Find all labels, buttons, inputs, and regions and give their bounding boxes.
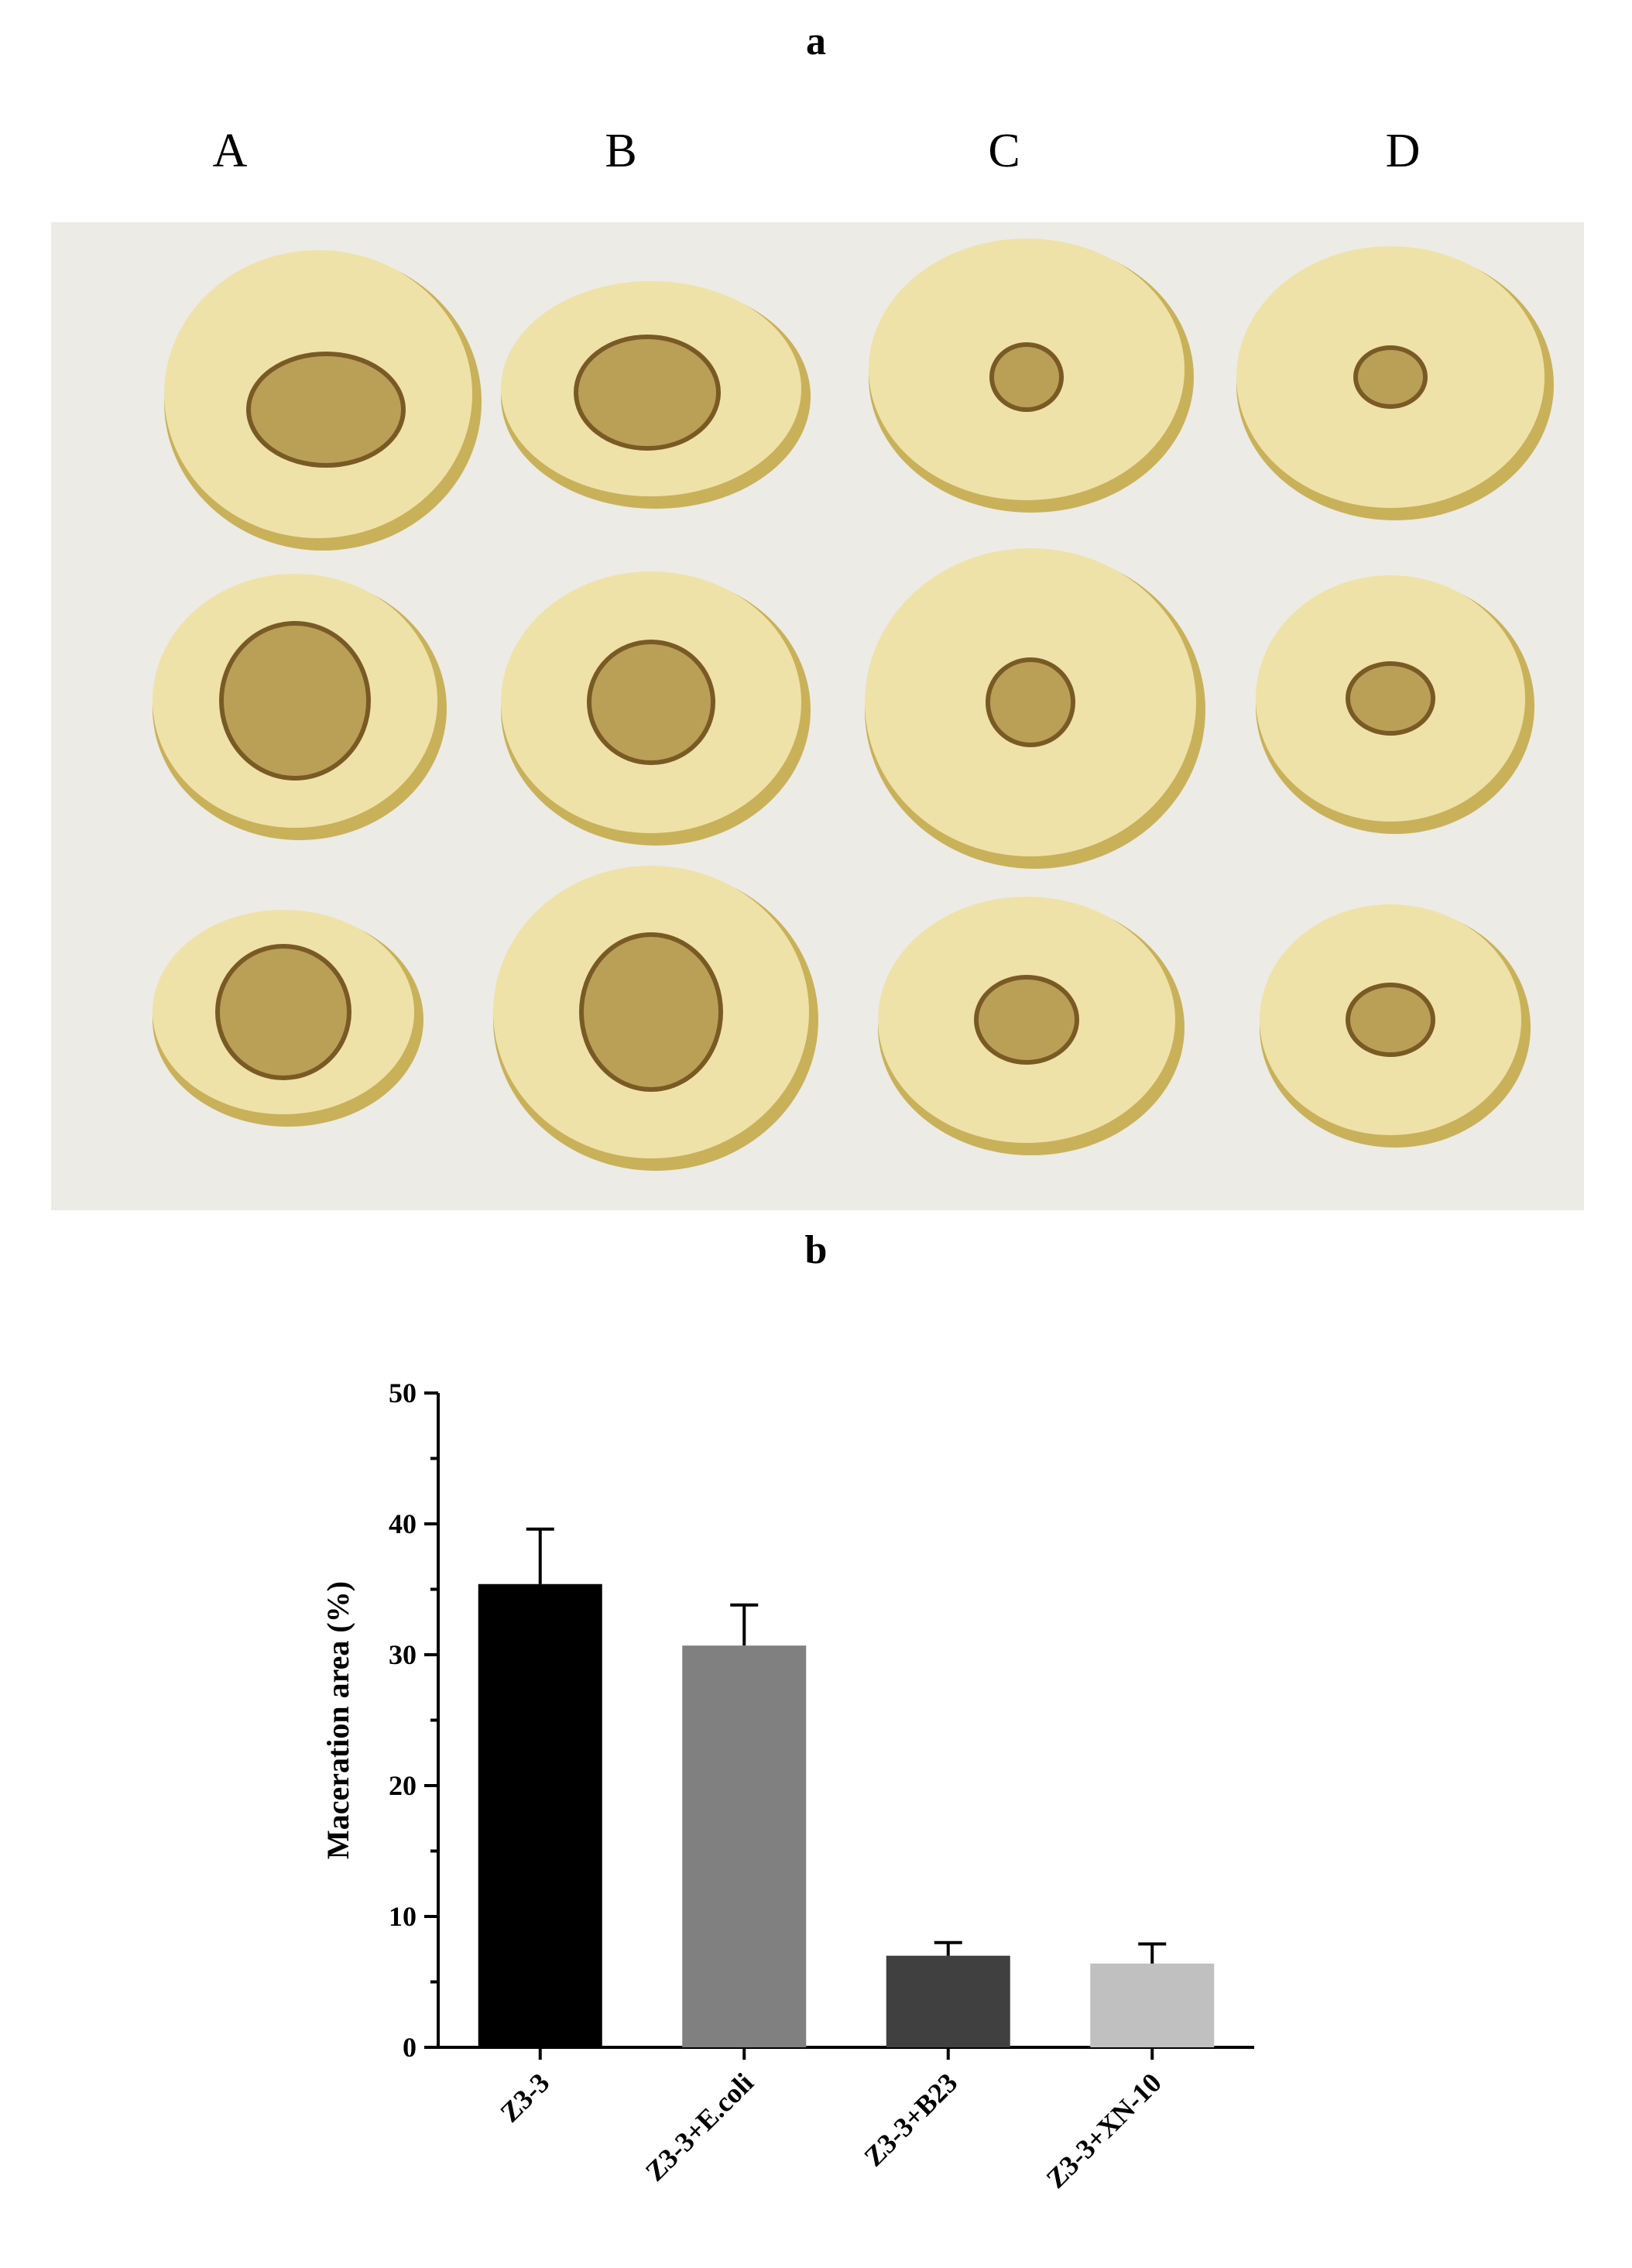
y-axis-label: Maceration area (%) [321,1581,355,1859]
x-tick-label: Z3-3+XN-10 [1041,2067,1167,2194]
bar [886,1955,1010,2047]
x-tick-label: Z3-3+B23 [858,2067,963,2172]
lesion [574,335,721,451]
y-tick-label: 40 [389,1508,417,1539]
y-tick-label: 30 [389,1639,417,1670]
column-label-c: C [988,125,1020,177]
bar [478,1583,602,2047]
y-tick-label: 0 [403,2032,417,2063]
y-tick-label: 10 [389,1901,417,1932]
y-tick-label: 50 [389,1378,417,1408]
lesion [974,975,1079,1065]
lesion [1346,983,1435,1057]
lesion [246,352,406,468]
lesion [587,640,715,765]
y-tick-label: 20 [389,1770,417,1801]
column-label-b: B [605,125,637,177]
panel-label-a: a [806,19,826,63]
column-label-d: D [1385,125,1421,177]
lesion [989,342,1064,412]
x-tick-label: Z3-3 [494,2067,555,2128]
lesion [1346,661,1435,736]
lesion [1353,345,1428,409]
lesion [579,932,723,1092]
lesion [219,621,371,781]
maceration-bar-chart: 0 10 20 30 40 50 Maceration area (%) Z3-3 Z3-3+E… [321,1378,1254,2194]
lesion [215,944,351,1080]
potato-slices-photo [51,222,1584,1210]
bar [1090,1963,1215,2047]
panel-label-b: b [804,1228,828,1272]
column-label-a: A [212,125,248,177]
x-tick-label: Z3-3+E.coli [639,2067,759,2187]
lesion [986,657,1075,747]
bar [682,1645,807,2047]
